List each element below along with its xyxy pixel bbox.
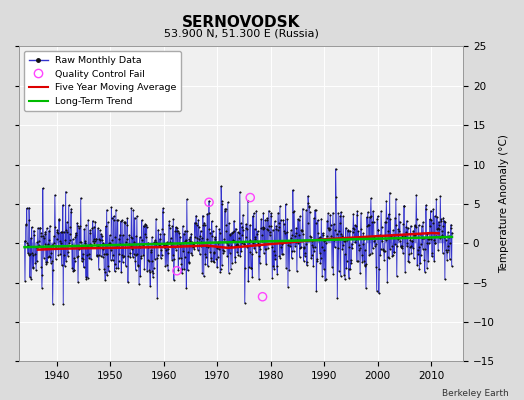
Y-axis label: Temperature Anomaly (°C): Temperature Anomaly (°C) [499,134,509,273]
Point [246,194,255,201]
Point [205,199,213,206]
Text: 53.900 N, 51.300 E (Russia): 53.900 N, 51.300 E (Russia) [163,28,319,38]
Title: SERNOVODSK: SERNOVODSK [182,15,300,30]
Point [258,294,267,300]
Point [173,268,181,274]
Legend: Raw Monthly Data, Quality Control Fail, Five Year Moving Average, Long-Term Tren: Raw Monthly Data, Quality Control Fail, … [24,51,181,111]
Text: Berkeley Earth: Berkeley Earth [442,389,508,398]
